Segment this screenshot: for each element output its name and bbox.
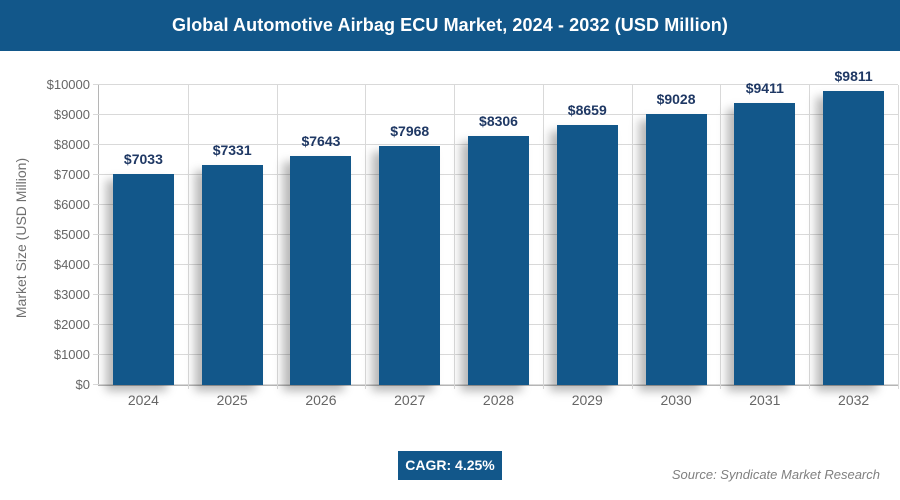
- x-gridline: [542, 85, 544, 389]
- plot-area: $0 $1000 $2000 $3000 $4000 $5000 $6000 $7000 $80…: [47, 68, 899, 408]
- x-tick-label: 2024: [127, 392, 159, 408]
- y-tick-label: $6000: [53, 197, 90, 212]
- x-gridline: [809, 85, 811, 389]
- cagr-badge: CAGR: 4.25%: [398, 451, 502, 480]
- x-gridline: [898, 85, 899, 389]
- bar: [645, 114, 707, 385]
- x-tick-label: 2032: [838, 392, 870, 408]
- bar-value-label: $9028: [656, 91, 696, 108]
- y-tick-label: $1000: [53, 347, 90, 362]
- y-tick-label: $7000: [53, 167, 90, 182]
- y-tick-label: $0: [75, 377, 90, 392]
- x-gridline: [365, 85, 367, 389]
- y-tick-label: $10000: [46, 77, 90, 92]
- bar: [468, 135, 529, 385]
- chart-title-bar: Global Automotive Airbag ECU Market, 202…: [0, 0, 900, 51]
- y-tick-label: $2000: [53, 317, 90, 332]
- bar: [201, 165, 263, 385]
- x-gridline: [631, 85, 633, 389]
- bar: [556, 125, 618, 385]
- bar-value-label: $7643: [301, 132, 341, 149]
- x-tick-label: 2026: [305, 392, 337, 408]
- y-tick-label: $5000: [53, 227, 90, 242]
- x-gridline: [187, 85, 189, 389]
- x-tick-label: 2028: [482, 392, 515, 408]
- bar: [823, 90, 885, 385]
- x-tick-label: 2027: [394, 392, 426, 408]
- bar-value-label: $7033: [123, 151, 163, 168]
- bar-value-label: $8659: [567, 102, 607, 119]
- y-tick-label: $3000: [53, 287, 90, 302]
- bar-value-label: $7968: [390, 122, 430, 139]
- y-tick-label: $8000: [53, 137, 90, 152]
- x-gridline: [454, 85, 456, 389]
- bar: [379, 145, 441, 385]
- x-tick-label: 2031: [749, 392, 781, 408]
- x-tick-label: 2029: [571, 392, 603, 408]
- bar-value-label: $9811: [834, 67, 873, 84]
- bar: [290, 155, 352, 385]
- bar: [734, 102, 796, 385]
- x-tick-label: 2030: [660, 392, 692, 408]
- y-tick-label: $4000: [53, 257, 90, 272]
- chart-title: Global Automotive Airbag ECU Market, 202…: [172, 15, 728, 35]
- bar-value-label: $7331: [212, 142, 252, 159]
- x-tick-label: 2025: [216, 392, 248, 408]
- bar-value-label: $8306: [479, 112, 518, 129]
- bar-value-label: $9411: [745, 79, 784, 96]
- y-gridline: [93, 84, 898, 85]
- y-tick-label: $9000: [53, 107, 90, 122]
- x-gridline: [720, 85, 722, 389]
- y-gridline: [93, 114, 898, 115]
- x-gridline: [276, 85, 278, 389]
- source-text: Source: Syndicate Market Research: [671, 467, 880, 482]
- bar: [112, 174, 174, 385]
